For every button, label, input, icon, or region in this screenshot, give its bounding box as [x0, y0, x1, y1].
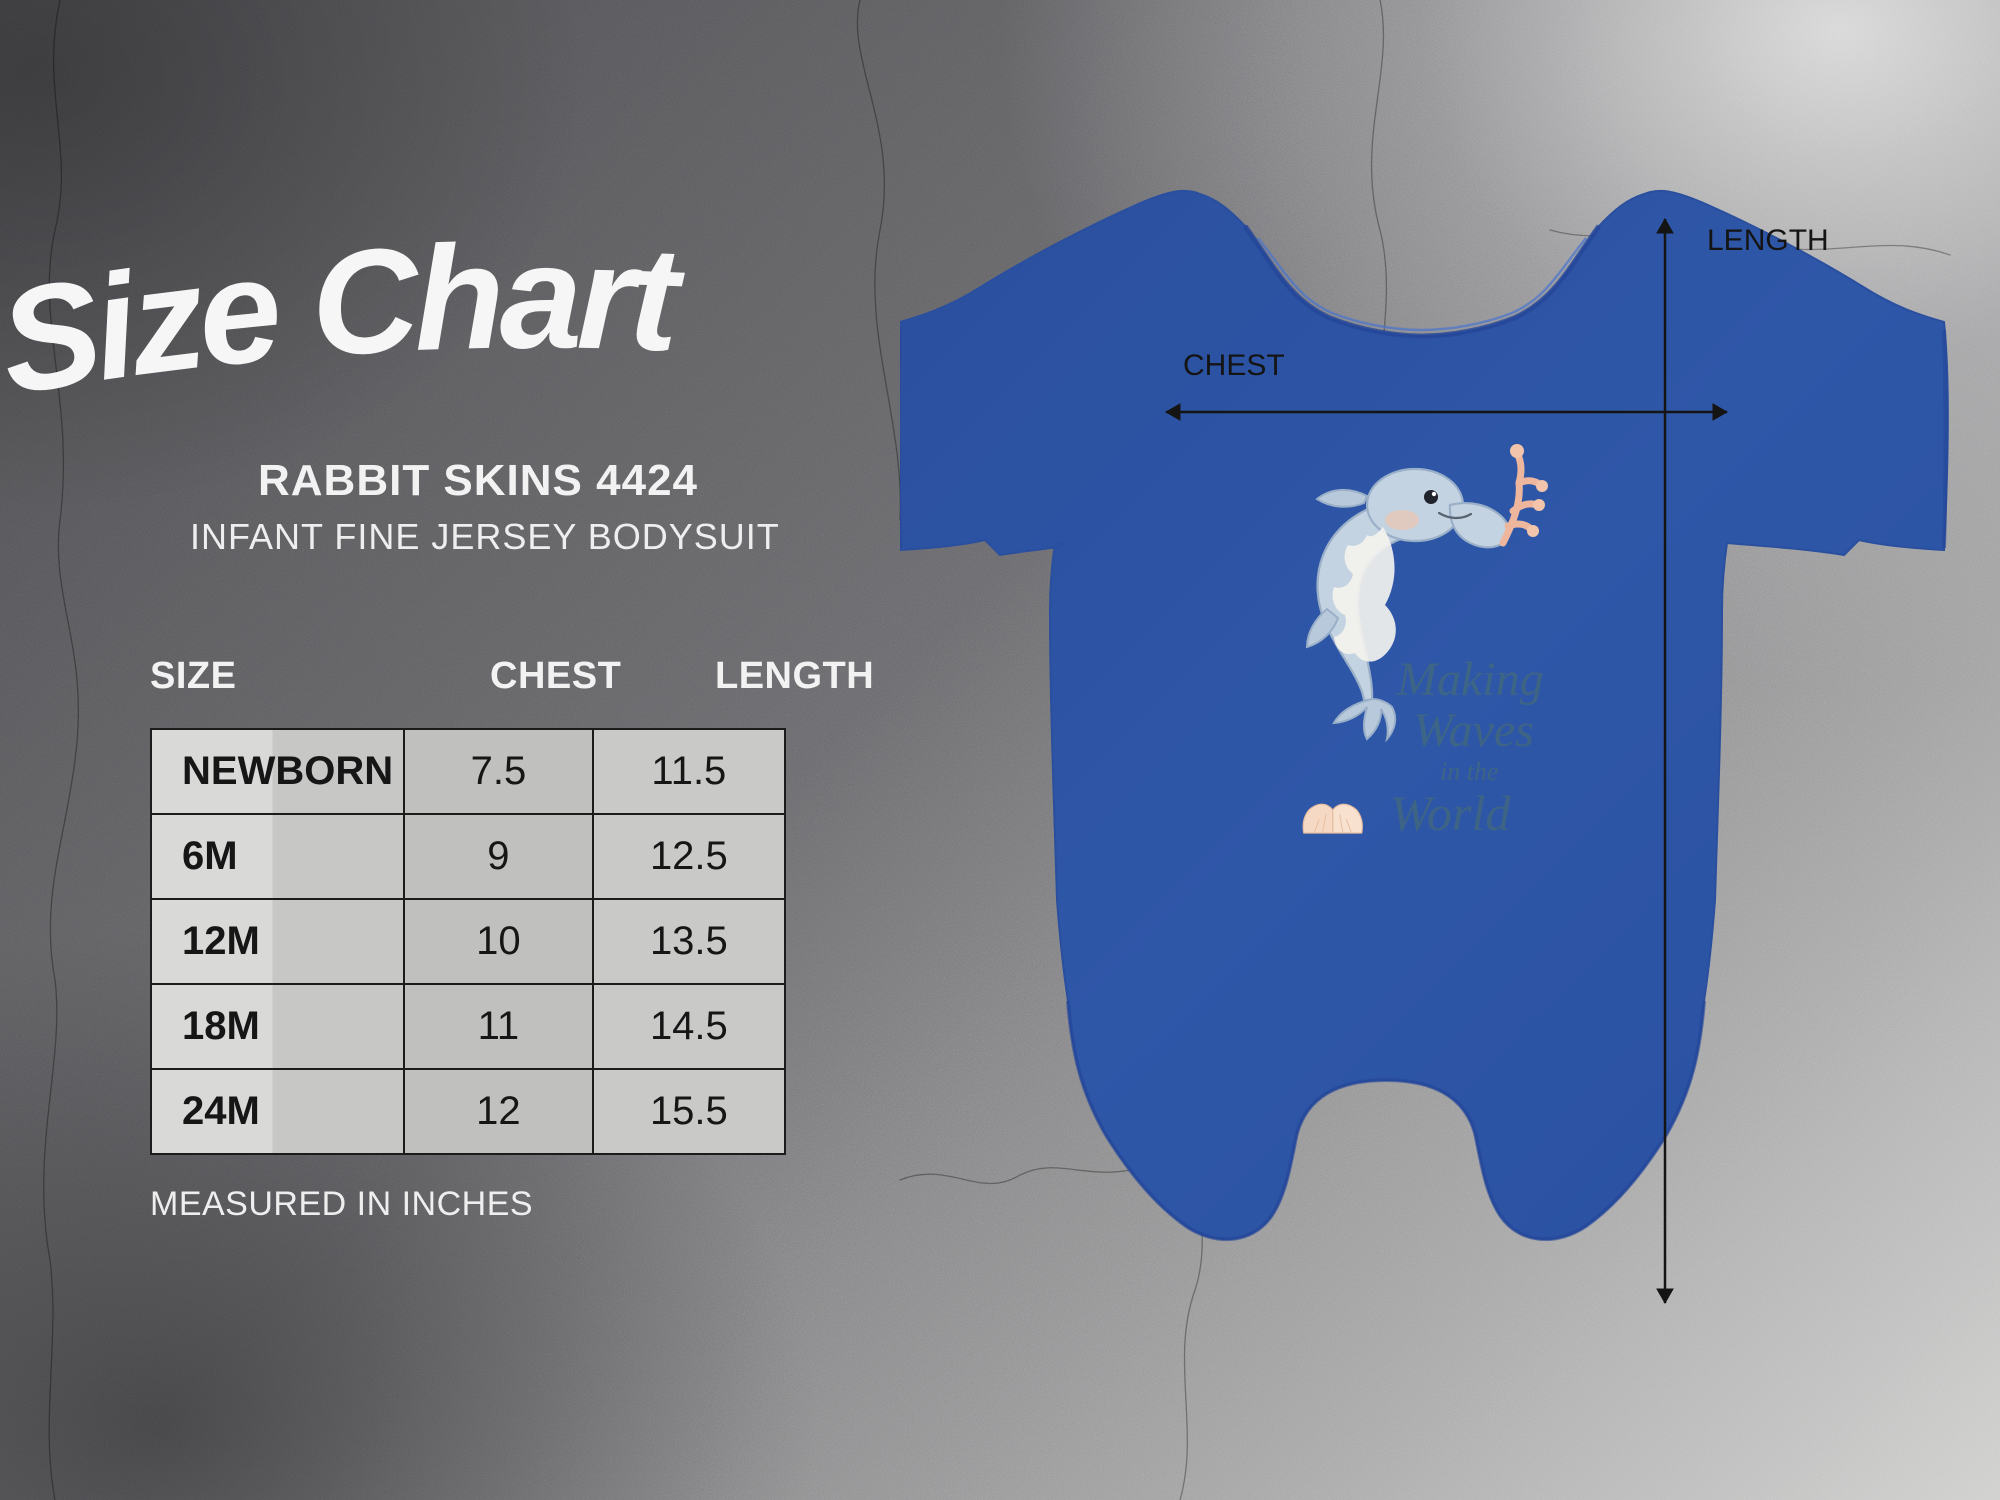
svg-text:Waves: Waves	[1413, 704, 1534, 757]
svg-text:Size Chart: Size Chart	[0, 215, 688, 427]
svg-text:World: World	[1390, 785, 1511, 841]
svg-text:CHEST: CHEST	[1183, 349, 1285, 382]
svg-text:in the: in the	[1440, 757, 1499, 786]
svg-text:Making: Making	[1396, 653, 1544, 706]
svg-text:LENGTH: LENGTH	[1707, 224, 1829, 257]
